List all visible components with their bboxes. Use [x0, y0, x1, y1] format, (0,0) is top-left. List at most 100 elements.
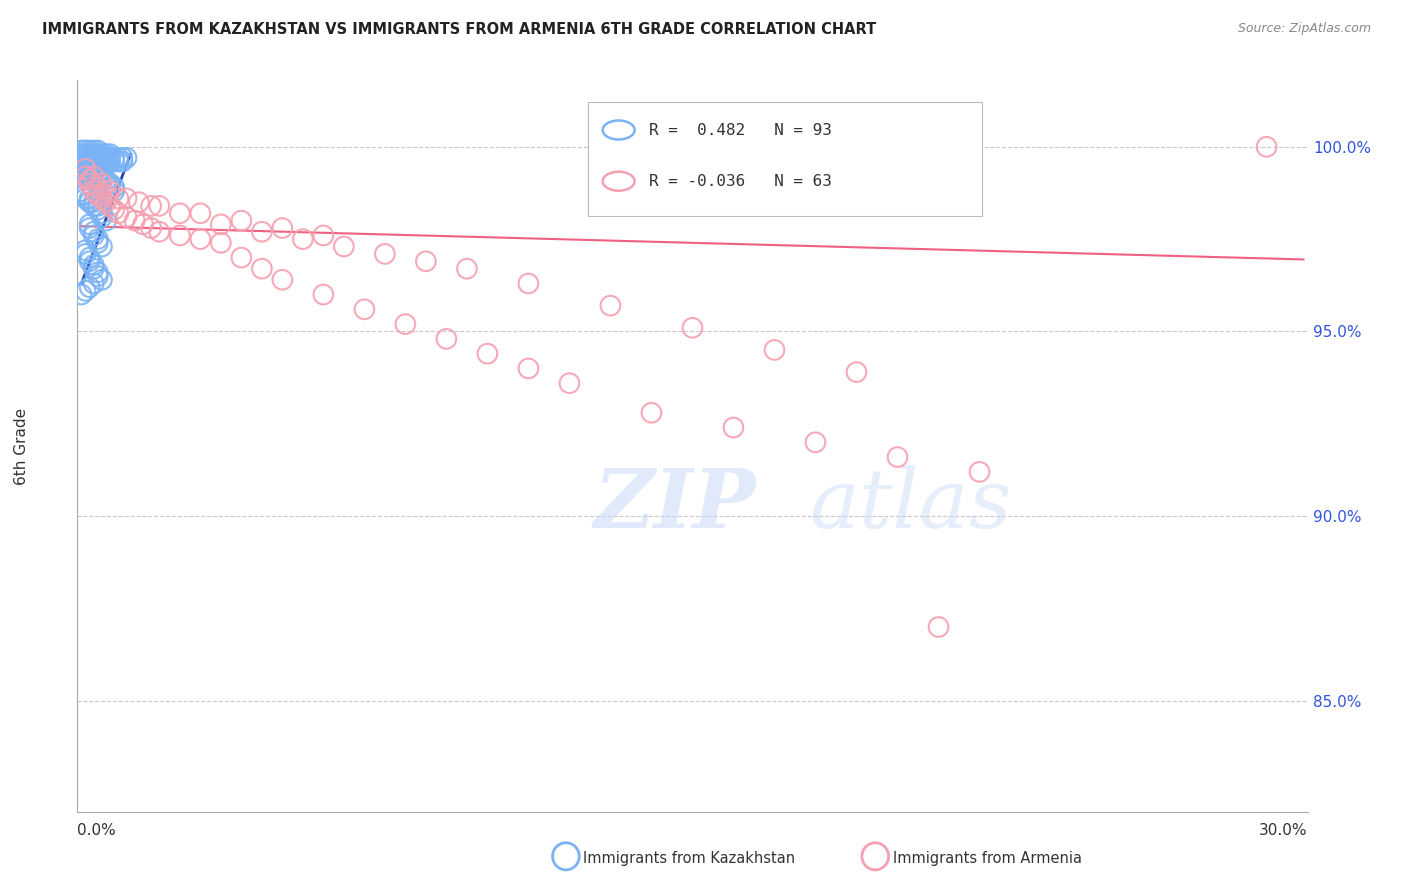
- Point: [94, 177, 117, 191]
- Point: [75, 154, 97, 169]
- Point: [436, 332, 458, 346]
- Point: [188, 232, 212, 246]
- Point: [90, 154, 114, 169]
- Point: [333, 239, 356, 253]
- Point: [75, 161, 97, 176]
- Point: [124, 213, 146, 227]
- Point: [70, 161, 93, 176]
- Point: [70, 187, 93, 202]
- Point: [141, 199, 163, 213]
- Point: [83, 169, 105, 184]
- Point: [94, 147, 117, 161]
- Text: 6th Grade: 6th Grade: [14, 408, 30, 484]
- Point: [394, 317, 416, 331]
- Point: [107, 192, 129, 206]
- Point: [79, 177, 101, 191]
- Point: [148, 225, 170, 239]
- Point: [682, 320, 704, 334]
- Point: [90, 206, 114, 220]
- Point: [98, 180, 121, 194]
- Point: [79, 251, 101, 265]
- Text: Immigrants from Kazakhstan: Immigrants from Kazakhstan: [583, 851, 796, 865]
- Point: [103, 154, 125, 169]
- Point: [87, 199, 110, 213]
- Point: [87, 151, 110, 165]
- Point: [83, 184, 105, 198]
- Point: [98, 184, 121, 198]
- Point: [209, 218, 232, 232]
- Point: [231, 213, 253, 227]
- Point: [98, 151, 121, 165]
- Point: [83, 261, 105, 276]
- Point: [111, 154, 134, 169]
- Point: [87, 232, 110, 246]
- Point: [115, 192, 138, 206]
- Point: [477, 346, 499, 360]
- Text: R =  0.482   N = 93: R = 0.482 N = 93: [650, 122, 832, 137]
- Point: [83, 258, 105, 272]
- Point: [75, 192, 97, 206]
- Point: [115, 210, 138, 224]
- Point: [87, 166, 110, 180]
- Point: [107, 206, 129, 220]
- Point: [75, 158, 97, 172]
- Point: [83, 199, 105, 213]
- Point: [79, 218, 101, 232]
- Point: [70, 184, 93, 198]
- Point: [79, 161, 101, 176]
- Point: [132, 218, 155, 232]
- Point: [271, 221, 294, 235]
- Point: [969, 465, 991, 479]
- Point: [70, 144, 93, 158]
- Point: [75, 284, 97, 298]
- Point: [90, 177, 114, 191]
- Point: [94, 154, 117, 169]
- Point: [188, 206, 212, 220]
- Point: [70, 287, 93, 301]
- Point: [70, 147, 93, 161]
- Point: [87, 144, 110, 158]
- Point: [87, 147, 110, 161]
- Point: [90, 210, 114, 224]
- Text: 30.0%: 30.0%: [1260, 822, 1308, 838]
- Point: [90, 169, 114, 184]
- Point: [87, 268, 110, 283]
- Point: [75, 187, 97, 202]
- Point: [94, 195, 117, 210]
- Text: Immigrants from Armenia: Immigrants from Armenia: [893, 851, 1081, 865]
- Point: [70, 154, 93, 169]
- Text: 0.0%: 0.0%: [77, 822, 117, 838]
- Point: [111, 151, 134, 165]
- Point: [87, 180, 110, 194]
- Point: [640, 406, 662, 420]
- Text: IMMIGRANTS FROM KAZAKHSTAN VS IMMIGRANTS FROM ARMENIA 6TH GRADE CORRELATION CHAR: IMMIGRANTS FROM KAZAKHSTAN VS IMMIGRANTS…: [42, 22, 876, 37]
- Point: [98, 154, 121, 169]
- Point: [83, 144, 105, 158]
- Point: [763, 343, 786, 357]
- Point: [87, 265, 110, 279]
- Point: [87, 187, 110, 202]
- Point: [103, 202, 125, 217]
- Point: [70, 166, 93, 180]
- Point: [599, 299, 621, 313]
- Point: [90, 273, 114, 287]
- Point: [517, 361, 540, 376]
- Point: [94, 213, 117, 227]
- Text: R = -0.036   N = 63: R = -0.036 N = 63: [650, 174, 832, 189]
- Point: [148, 199, 170, 213]
- Point: [271, 273, 294, 287]
- Point: [209, 235, 232, 250]
- Point: [87, 202, 110, 217]
- Point: [312, 287, 335, 301]
- Point: [87, 169, 110, 184]
- Point: [75, 151, 97, 165]
- Point: [107, 151, 129, 165]
- Point: [115, 151, 138, 165]
- Point: [94, 187, 117, 202]
- Point: [723, 420, 745, 434]
- Point: [79, 151, 101, 165]
- Point: [517, 277, 540, 291]
- Point: [169, 206, 191, 220]
- FancyBboxPatch shape: [588, 103, 981, 216]
- Point: [70, 151, 93, 165]
